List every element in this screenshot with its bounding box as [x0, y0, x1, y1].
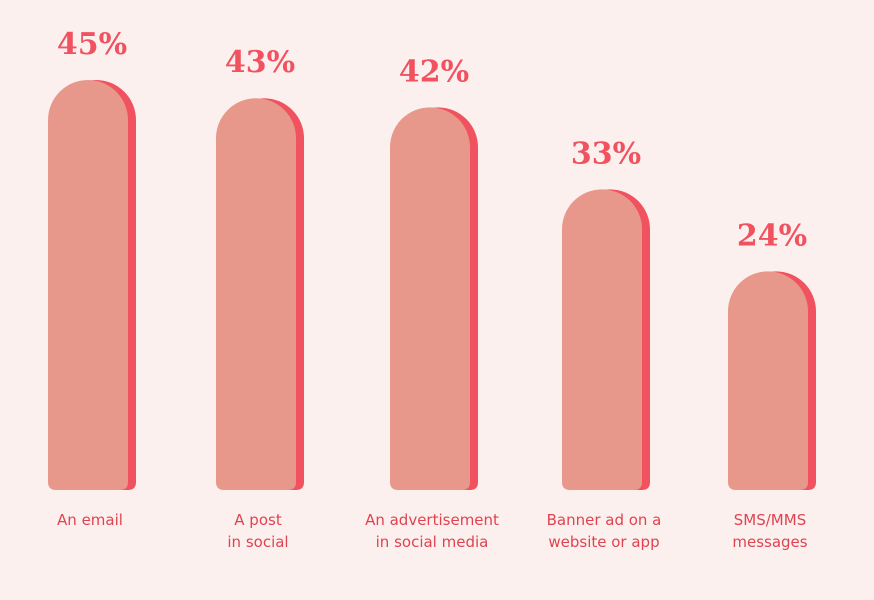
x-tick-label: in social	[227, 533, 288, 551]
bar	[216, 98, 296, 490]
x-tick-label: website or app	[548, 533, 659, 551]
bar	[48, 80, 128, 490]
value-label: 33%	[571, 136, 641, 171]
value-label: 45%	[57, 27, 127, 62]
value-label: 43%	[225, 45, 295, 80]
x-tick-label: A post	[234, 511, 282, 529]
bar	[390, 107, 470, 491]
bar	[562, 189, 642, 491]
x-tick-label: in social media	[376, 533, 489, 551]
x-tick-label: Banner ad on a	[547, 511, 662, 529]
x-tick-label: messages	[732, 533, 807, 551]
x-tick-label: An advertisement	[365, 511, 499, 529]
value-label: 24%	[737, 218, 807, 253]
x-tick-label: An email	[57, 511, 123, 529]
x-tick-label: SMS/MMS	[734, 511, 806, 529]
bar	[728, 271, 808, 490]
value-label: 42%	[399, 54, 469, 89]
